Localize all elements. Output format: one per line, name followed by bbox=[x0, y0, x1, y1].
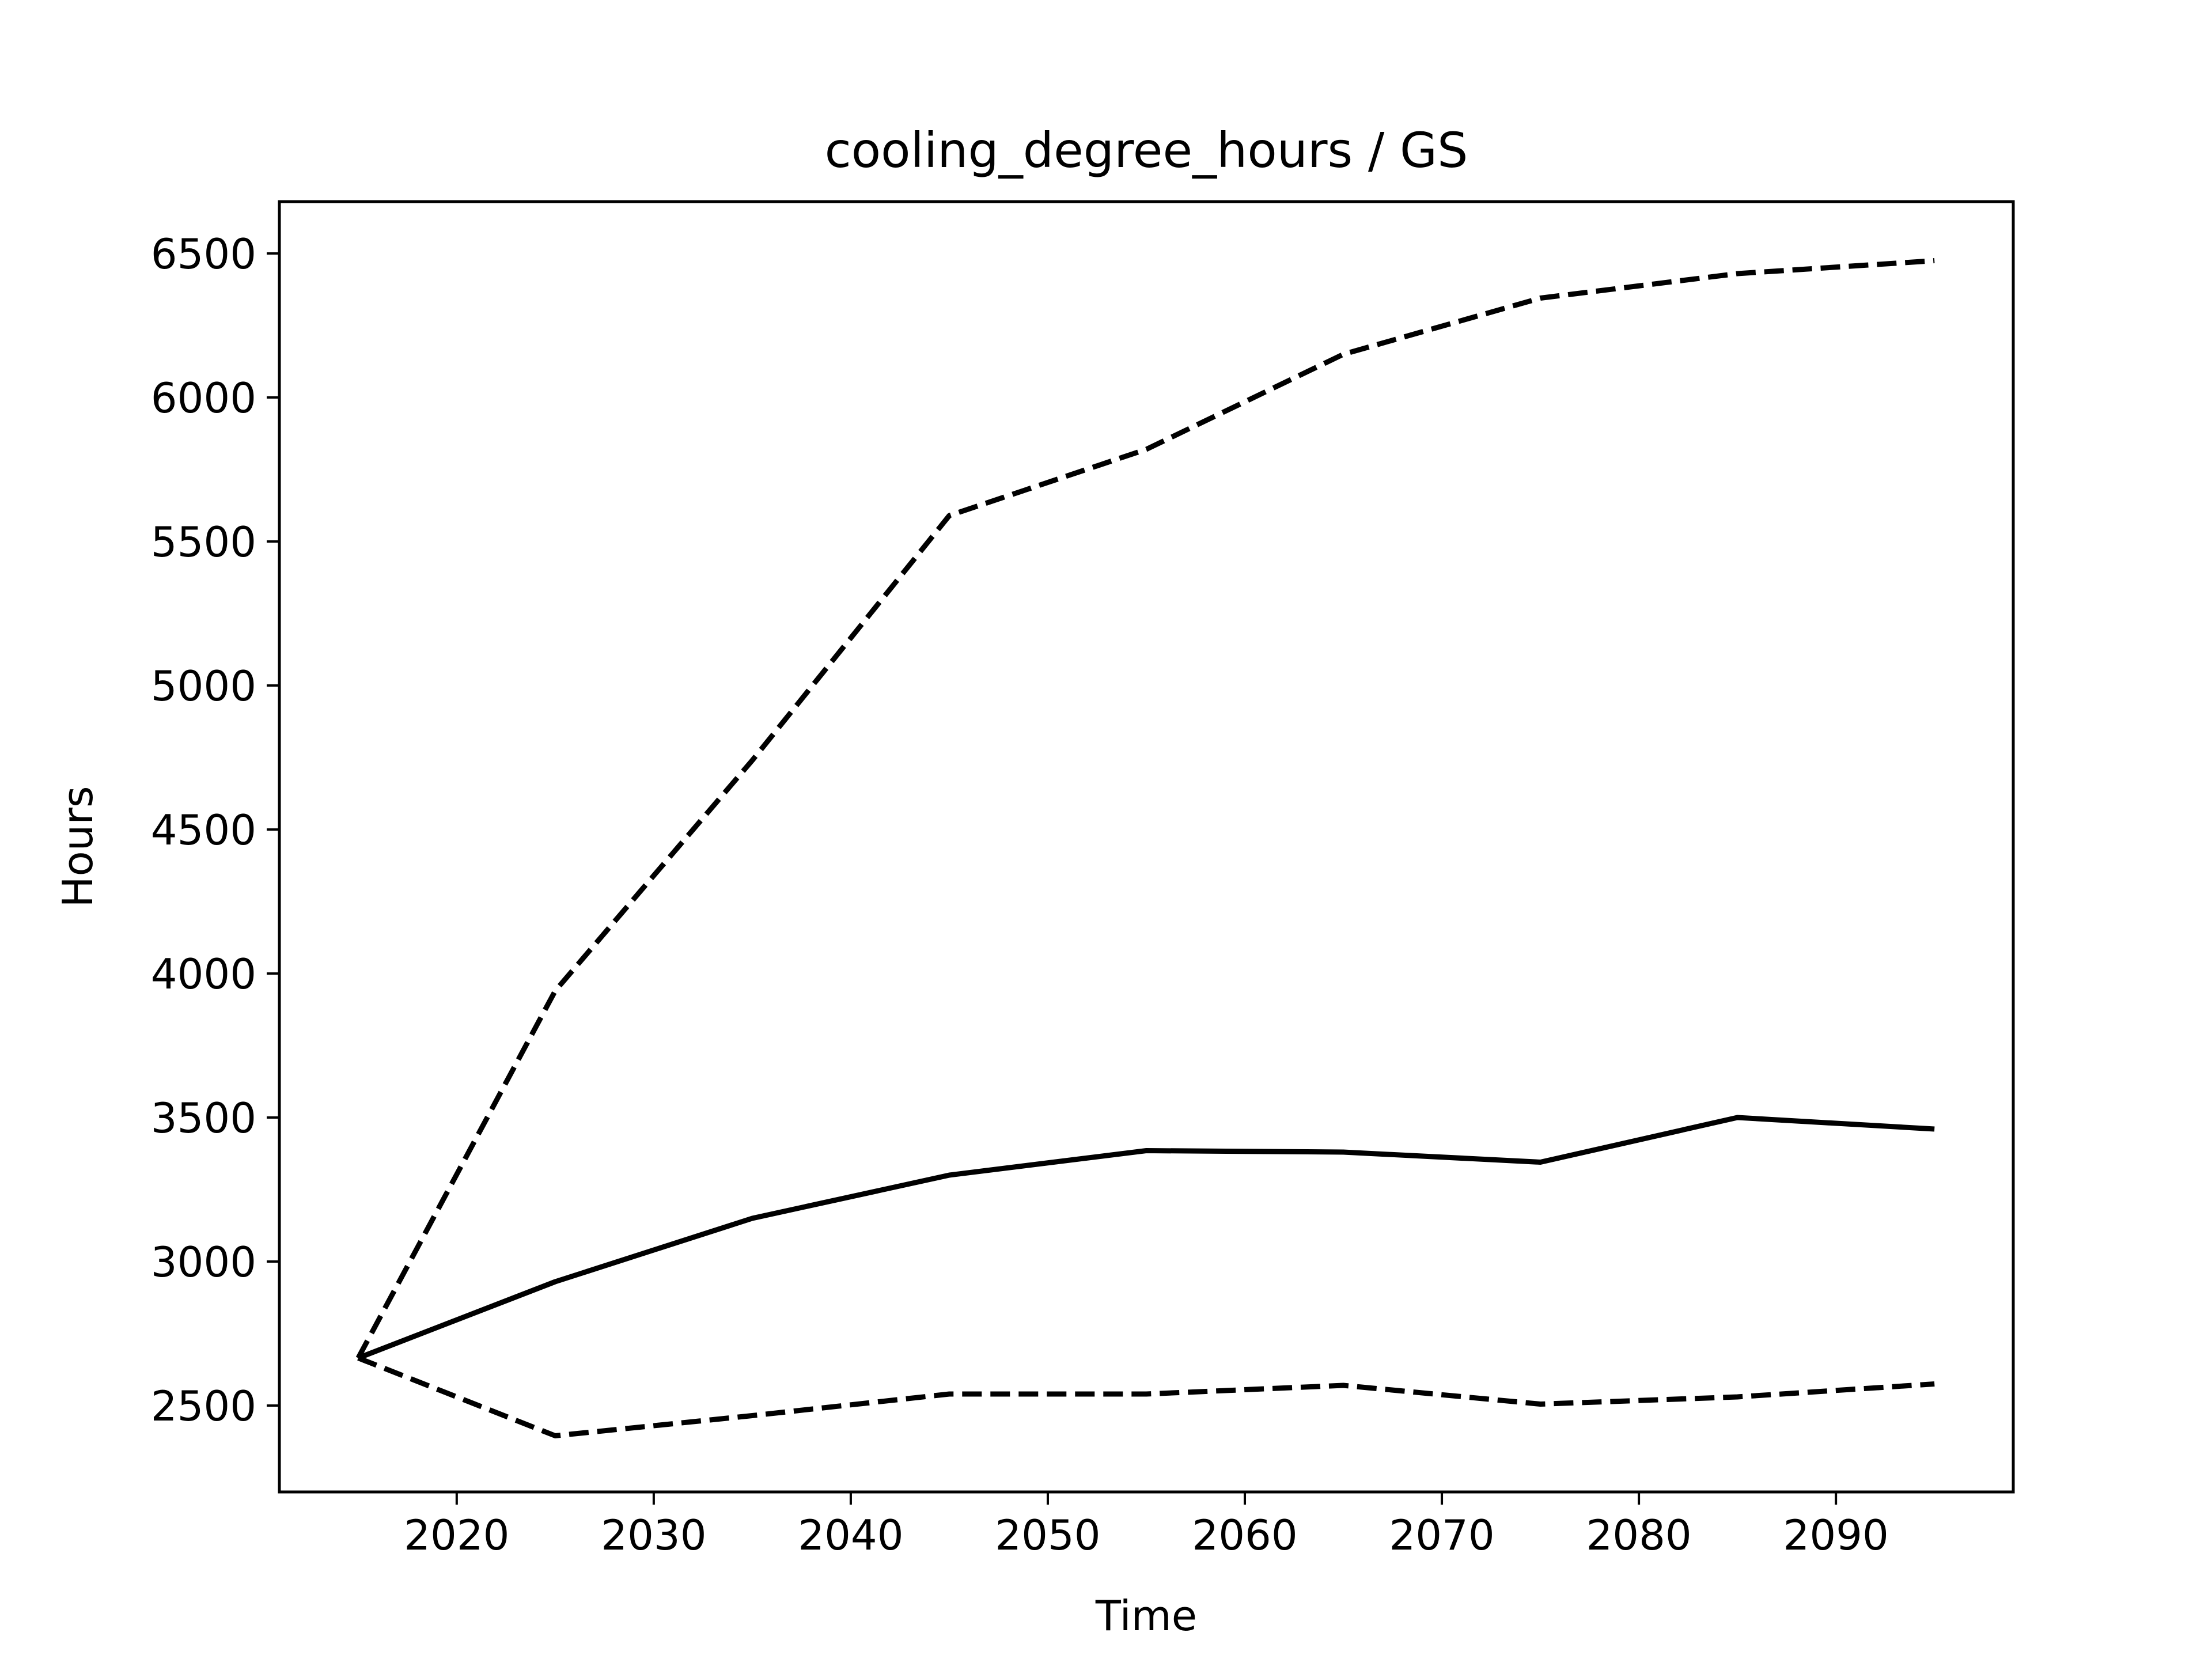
y-tick-label: 4500 bbox=[151, 806, 256, 854]
y-tick-label: 3500 bbox=[151, 1094, 256, 1142]
y-tick-label: 2500 bbox=[151, 1382, 256, 1430]
y-tick-label: 3000 bbox=[151, 1238, 256, 1286]
y-tick-label: 4000 bbox=[151, 950, 256, 998]
series-line-2-dashed bbox=[355, 258, 1935, 1359]
x-tick-label: 2030 bbox=[601, 1511, 706, 1559]
x-tick-label: 2040 bbox=[798, 1511, 903, 1559]
x-tick-label: 2050 bbox=[995, 1511, 1100, 1559]
x-tick-label: 2090 bbox=[1783, 1511, 1889, 1559]
y-axis-label: Hours bbox=[54, 786, 102, 908]
y-tick-label: 6500 bbox=[151, 230, 256, 278]
chart-title: cooling_degree_hours / GS bbox=[825, 122, 1468, 179]
x-tick-label: 2060 bbox=[1192, 1511, 1297, 1559]
y-tick-label: 6000 bbox=[151, 374, 256, 422]
series-line-3-dashed bbox=[357, 1355, 1935, 1438]
y-axis-ticks: 2500 3000 3500 4000 4500 5000 5500 6000 6500 bbox=[151, 230, 279, 1430]
x-tick-label: 2080 bbox=[1586, 1511, 1691, 1559]
x-axis-ticks: 2020 2030 2040 2050 2060 2070 2080 2090 bbox=[404, 1492, 1889, 1559]
x-tick-label: 2070 bbox=[1389, 1511, 1494, 1559]
y-tick-label: 5000 bbox=[151, 662, 256, 710]
x-axis-label: Time bbox=[1095, 1592, 1197, 1640]
x-tick-label: 2020 bbox=[404, 1511, 509, 1559]
series-lines bbox=[355, 258, 1935, 1438]
plot-area-frame bbox=[278, 200, 2015, 1494]
series-line-1-solid bbox=[357, 1115, 1935, 1361]
y-tick-label: 5500 bbox=[151, 518, 256, 566]
